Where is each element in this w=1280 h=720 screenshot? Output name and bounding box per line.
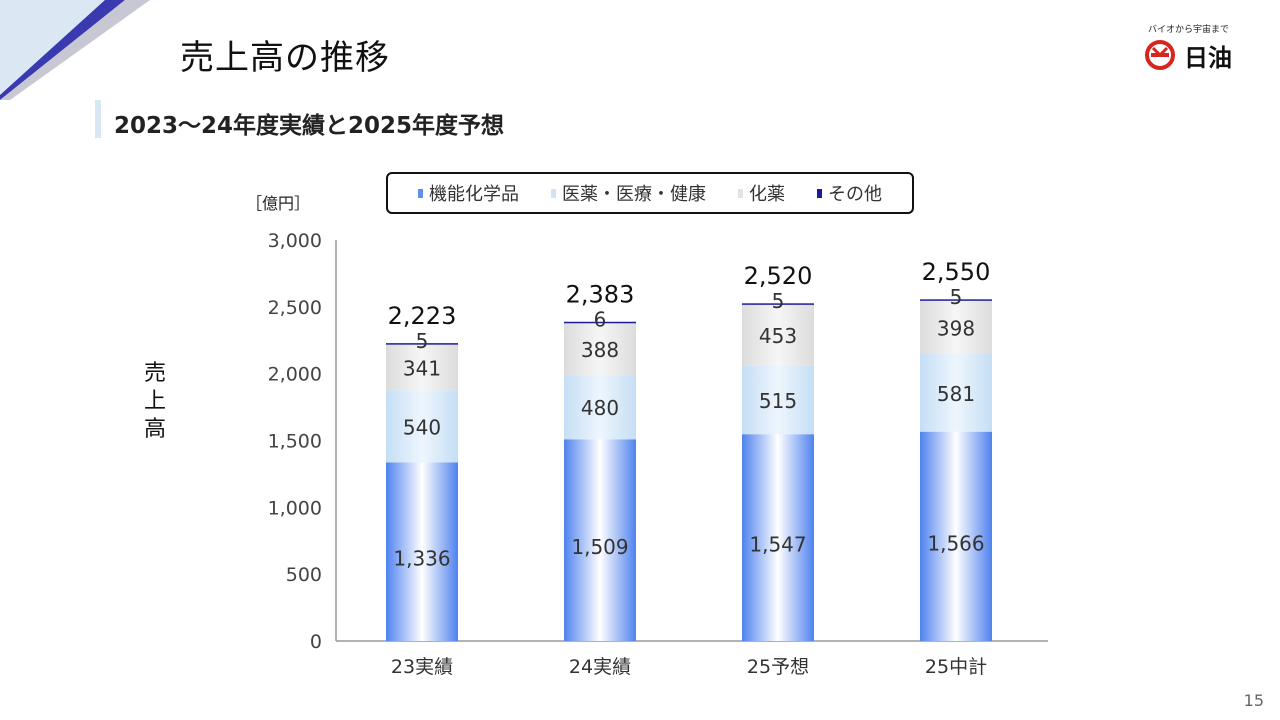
bar-value-label: 1,509 (571, 535, 628, 559)
bar-segment-chemicals (564, 323, 636, 376)
bar-value-label: 581 (937, 382, 975, 406)
bar-value-label: 5 (416, 329, 429, 353)
bar-value-label: 480 (581, 396, 619, 420)
y-axis-label-char: 上 (143, 389, 166, 414)
x-tick-label: 25中計 (925, 656, 987, 678)
bar-value-label: 540 (403, 415, 441, 439)
logo-tagline: バイオから宇宙まで (1148, 25, 1230, 35)
unit-label: ［億円］ (246, 194, 311, 213)
legend-swatch-pharma-medical (551, 188, 556, 198)
bar-segment-functional-chemicals (564, 439, 636, 641)
bar-total-label: 2,383 (566, 280, 635, 308)
bar-value-label: 453 (759, 324, 797, 348)
legend-label: その他 (828, 184, 882, 205)
bar-value-label: 6 (594, 307, 607, 331)
legend-item-pharma-medical: 医薬・医療・健康 (551, 180, 706, 206)
corner-decoration (0, 0, 150, 100)
bar-segment-chemicals (386, 344, 458, 391)
bar-value-label: 515 (759, 389, 797, 413)
legend-label: 化薬 (749, 184, 785, 205)
bar-segment-other (920, 299, 992, 301)
bar-segment-functional-chemicals (742, 434, 814, 641)
bar-segment-pharma-medical (564, 375, 636, 440)
bar-value-label: 1,336 (393, 547, 450, 571)
x-tick-label: 25予想 (747, 656, 809, 678)
logo-mark-icon (1145, 40, 1175, 70)
bar-segment-other (564, 321, 636, 324)
bar-value-label: 5 (950, 285, 963, 309)
bar-value-label: 1,566 (927, 531, 984, 555)
bar-segment-chemicals (920, 300, 992, 355)
legend-label: 機能化学品 (429, 184, 519, 205)
bar-segment-functional-chemicals (386, 462, 458, 641)
y-axis-label-char: 売 (143, 361, 166, 386)
bar-segment-functional-chemicals (920, 431, 992, 641)
page-number: 15 (1243, 691, 1264, 710)
y-tick-label: 2,000 (268, 364, 322, 386)
y-tick-label: 1,500 (268, 431, 322, 453)
bar-total-label: 2,520 (744, 262, 813, 290)
bar-segment-other (386, 343, 458, 345)
bar-segment-pharma-medical (742, 365, 814, 435)
page-title: 売上高の推移 (180, 38, 390, 78)
subtitle-accent-bar (95, 100, 101, 138)
company-logo: バイオから宇宙まで 日油 (1140, 20, 1260, 72)
x-tick-label: 23実績 (391, 656, 453, 678)
logo-name: 日油 (1184, 44, 1232, 72)
x-tick-label: 24実績 (569, 656, 631, 678)
legend-label: 医薬・医療・健康 (562, 184, 706, 205)
bar-segment-pharma-medical (386, 390, 458, 463)
legend-swatch-functional-chemicals (418, 188, 423, 198)
y-axis-label-char: 高 (143, 417, 166, 442)
legend-swatch-other (817, 188, 822, 198)
legend-item-chemicals: 化薬 (738, 180, 785, 206)
bar-total-label: 2,223 (388, 302, 457, 330)
y-tick-label: 500 (286, 564, 322, 586)
legend-item-functional-chemicals: 機能化学品 (418, 180, 519, 206)
page-subtitle: 2023～24年度実績と2025年度予想 (114, 113, 505, 139)
bar-value-label: 1,547 (749, 533, 806, 557)
bar-value-label: 5 (772, 289, 785, 313)
y-tick-label: 0 (310, 631, 322, 653)
y-tick-label: 1,000 (268, 497, 322, 519)
bar-value-label: 398 (937, 316, 975, 340)
bar-segment-other (742, 303, 814, 305)
chart-legend: 機能化学品 医薬・医療・健康 化薬 その他 (386, 172, 914, 214)
y-tick-label: 3,000 (268, 230, 322, 252)
y-axis-label: 売上高 (140, 360, 170, 444)
bar-value-label: 341 (403, 356, 441, 380)
bar-segment-chemicals (742, 304, 814, 366)
bar-segment-pharma-medical (920, 354, 992, 432)
legend-item-other: その他 (817, 180, 882, 206)
bar-total-label: 2,550 (922, 258, 991, 286)
legend-swatch-chemicals (738, 188, 743, 198)
bar-value-label: 388 (581, 338, 619, 362)
y-tick-label: 2,500 (268, 297, 322, 319)
